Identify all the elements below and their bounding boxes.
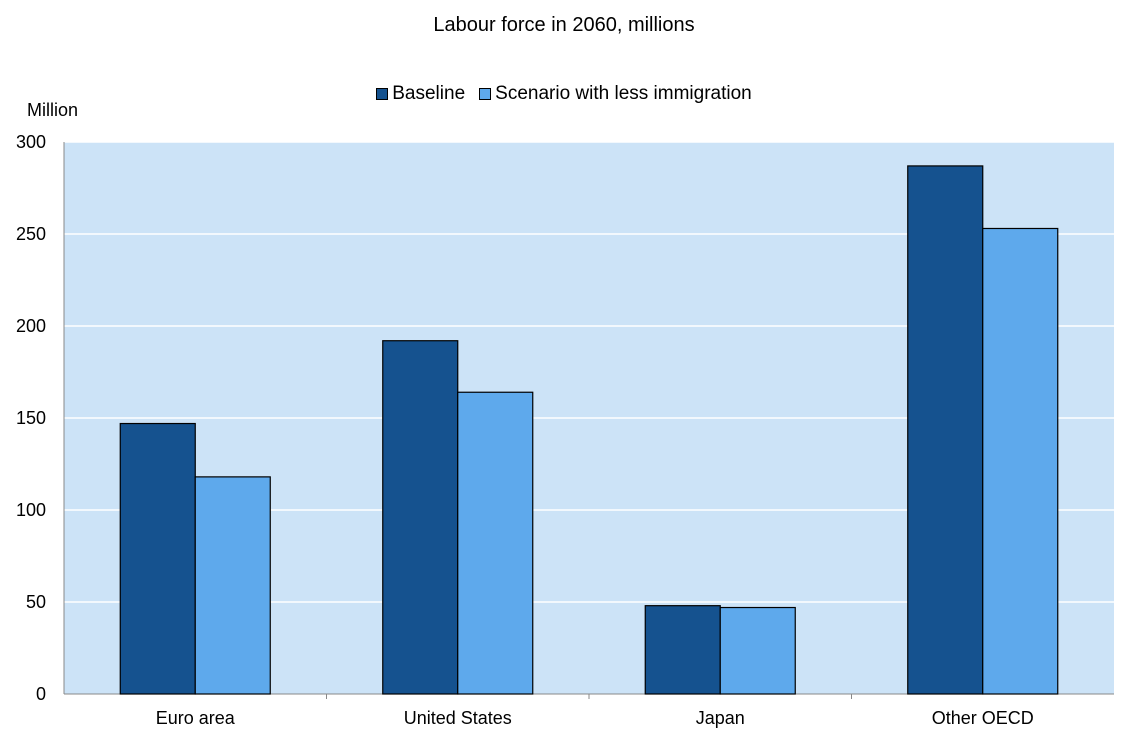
bar-euro-area-baseline — [119, 422, 196, 695]
x-tick-label: Japan — [696, 708, 745, 728]
y-tick-label: 50 — [26, 592, 46, 612]
y-tick-label: 150 — [16, 408, 46, 428]
y-tick-label: 300 — [16, 132, 46, 152]
legend-swatch-less-immigration — [479, 88, 492, 100]
y-tick-label: 200 — [16, 316, 46, 336]
y-tick-label: 250 — [16, 224, 46, 244]
y-tick-label: 100 — [16, 500, 46, 520]
bar-other-oecd-baseline — [907, 165, 984, 695]
chart-title: Labour force in 2060, millions — [433, 14, 695, 36]
x-tick-label: Other OECD — [932, 708, 1034, 728]
x-tick-label: United States — [404, 708, 512, 728]
x-tick-label: Euro area — [156, 708, 236, 728]
legend: Baseline Scenario with less immigration — [0, 83, 1128, 105]
bar-other-oecd-less-immigration — [982, 227, 1059, 695]
bar-united-states-less-immigration — [457, 391, 534, 695]
legend-item-less-immigration: Scenario with less immigration — [479, 83, 752, 105]
bar-japan-baseline — [644, 605, 721, 695]
legend-label-baseline: Baseline — [392, 83, 466, 104]
bar-japan-less-immigration — [719, 606, 796, 695]
y-tick-label: 0 — [36, 684, 46, 704]
legend-label-less-immigration: Scenario with less immigration — [495, 83, 752, 104]
bar-euro-area-less-immigration — [194, 476, 271, 695]
legend-item-baseline: Baseline — [376, 83, 465, 105]
legend-swatch-baseline — [376, 88, 389, 100]
bar-united-states-baseline — [382, 340, 459, 695]
y-axis-unit-label: Million — [27, 100, 79, 120]
